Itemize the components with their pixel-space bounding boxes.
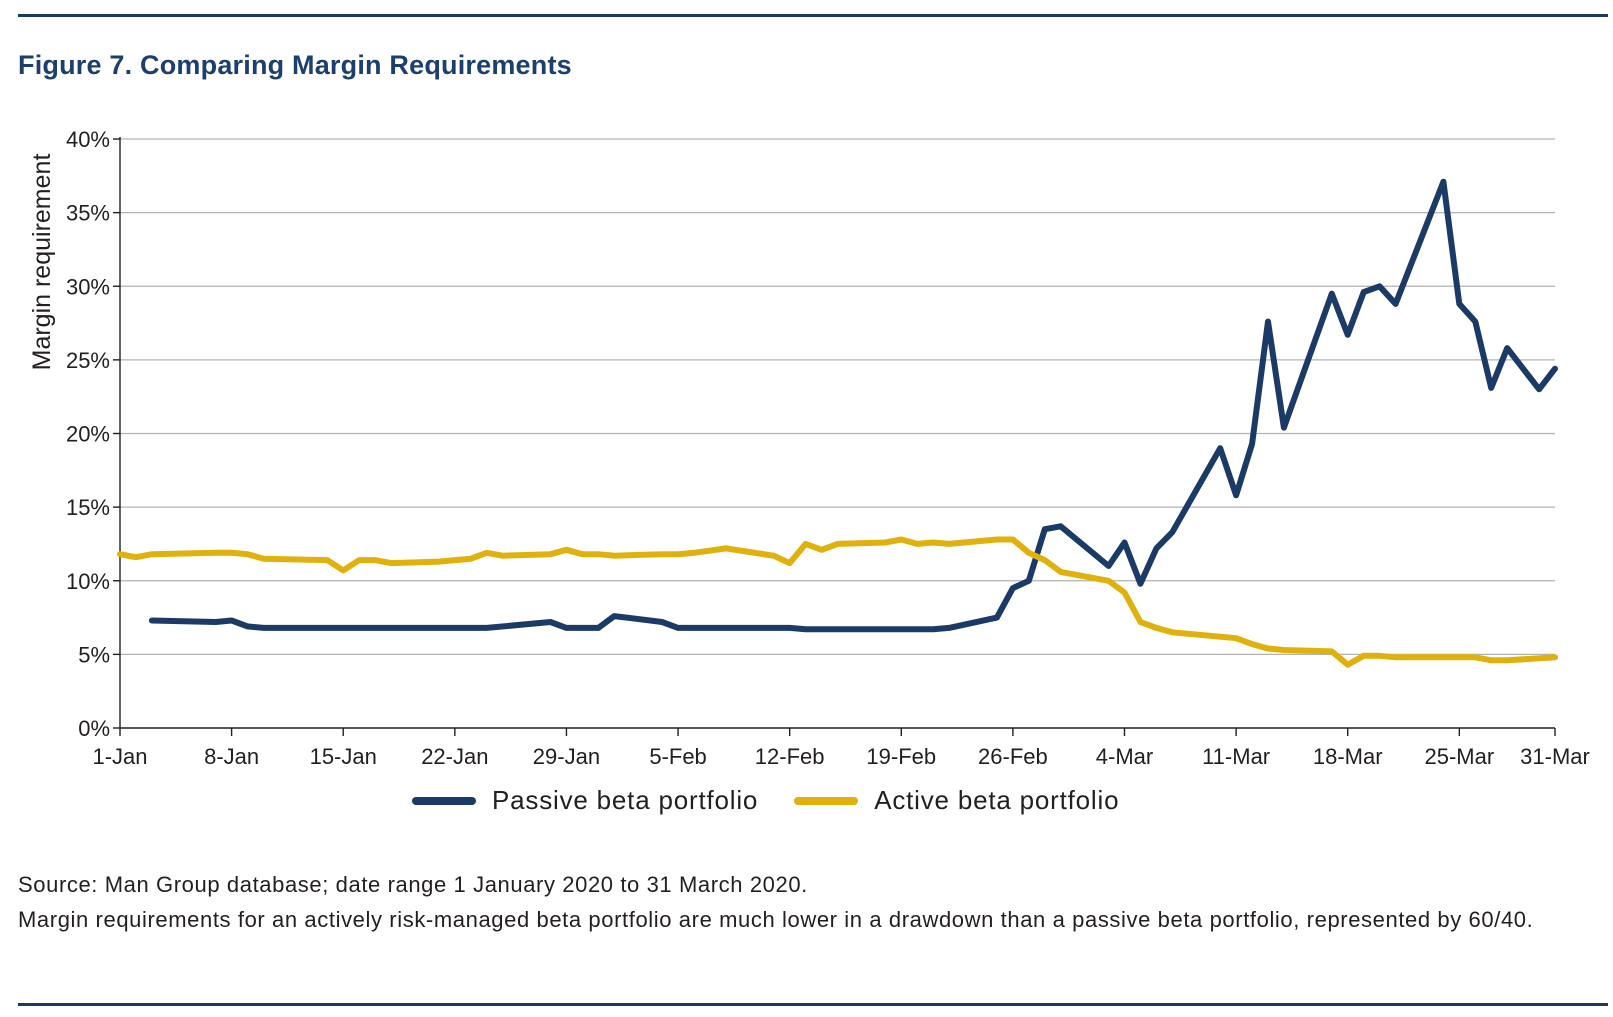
y-tick-label: 0% xyxy=(78,716,110,741)
y-tick-label: 15% xyxy=(66,495,110,520)
x-tick-label: 11-Mar xyxy=(1202,744,1270,769)
note-line: Margin requirements for an actively risk… xyxy=(18,907,1534,932)
x-tick-label: 19-Feb xyxy=(866,744,936,769)
source-notes: Source: Man Group database; date range 1… xyxy=(18,867,1598,937)
source-line: Source: Man Group database; date range 1… xyxy=(18,872,808,897)
top-rule xyxy=(18,14,1608,17)
y-tick-label: 35% xyxy=(66,201,110,226)
x-tick-label: 5-Feb xyxy=(649,744,706,769)
x-tick-label: 1-Jan xyxy=(92,744,147,769)
y-tick-label: 30% xyxy=(66,274,110,299)
active-series-line xyxy=(117,536,1558,668)
passive-series-line xyxy=(148,178,1558,633)
x-tick-label: 15-Jan xyxy=(310,744,377,769)
y-tick-label: 20% xyxy=(66,422,110,447)
x-tick-label: 12-Feb xyxy=(755,744,825,769)
y-tick-label: 40% xyxy=(66,127,110,152)
x-tick-label: 22-Jan xyxy=(421,744,488,769)
y-tick-label: 5% xyxy=(78,642,110,667)
x-tick-label: 25-Mar xyxy=(1424,744,1494,769)
y-tick-label: 10% xyxy=(66,569,110,594)
series-lines xyxy=(117,178,1558,668)
y-axis-label: Margin requirement xyxy=(28,154,56,371)
x-tick-label: 29-Jan xyxy=(533,744,600,769)
x-tick-label: 4-Mar xyxy=(1096,744,1153,769)
y-tick-label: 25% xyxy=(66,348,110,373)
x-tick-label: 31-Mar xyxy=(1520,744,1590,769)
x-tick-label: 26-Feb xyxy=(978,744,1048,769)
x-tick-label: 8-Jan xyxy=(204,744,259,769)
x-tick-label: 18-Mar xyxy=(1313,744,1383,769)
axes: 0% 5% 10% 15% 20% 25% 30% 35% 40% 1-Jan 8-Jan 15-Ja… xyxy=(66,127,1590,769)
legend-label-passive: Passive beta portfolio xyxy=(492,785,759,815)
legend-swatch-active xyxy=(794,796,859,805)
legend: Passive beta portfolio Active beta portf… xyxy=(412,785,1155,816)
legend-label-active: Active beta portfolio xyxy=(874,785,1120,815)
grid-lines xyxy=(120,138,1555,655)
figure-title: Figure 7. Comparing Margin Requirements xyxy=(18,50,572,80)
legend-swatch-passive xyxy=(412,796,476,805)
bottom-rule xyxy=(18,1003,1608,1006)
legend-item-active: Active beta portfolio xyxy=(794,785,1119,816)
legend-item-passive: Passive beta portfolio xyxy=(412,785,758,816)
